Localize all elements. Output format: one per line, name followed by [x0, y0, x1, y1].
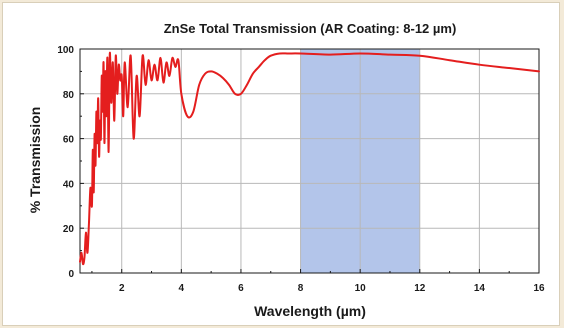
y-axis-label: % Transmission: [27, 107, 43, 214]
x-axis-label: Wavelength (µm): [254, 303, 366, 319]
x-tick-label: 10: [355, 283, 367, 294]
y-tick-label: 0: [68, 269, 74, 280]
x-tick-label: 14: [474, 283, 486, 294]
x-tick-label: 4: [179, 283, 185, 294]
x-tick-label: 2: [119, 283, 125, 294]
chart-title: ZnSe Total Transmission (AR Coating: 8-1…: [164, 21, 457, 36]
x-tick-label: 8: [298, 283, 304, 294]
y-tick-label: 100: [57, 45, 74, 56]
x-tick-label: 6: [238, 283, 244, 294]
y-tick-label: 80: [63, 90, 75, 101]
x-tick-label: 16: [533, 283, 545, 294]
x-tick-label: 12: [414, 283, 426, 294]
y-tick-label: 20: [63, 224, 75, 235]
y-tick-label: 40: [63, 179, 75, 190]
y-tick-label: 60: [63, 135, 75, 146]
transmission-series-line: [79, 51, 540, 266]
